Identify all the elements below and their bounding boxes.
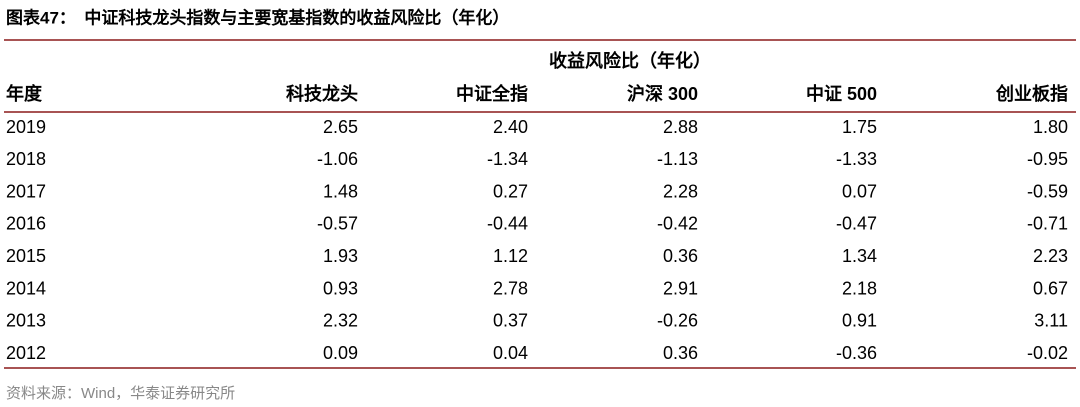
cell: 2.78 — [493, 278, 528, 298]
source: 资料来源：Wind，华泰证券研究所 — [6, 385, 235, 402]
cell: -0.95 — [1027, 149, 1068, 169]
cell: -1.06 — [317, 149, 358, 169]
cell: 1.34 — [842, 246, 877, 266]
cell: 1.12 — [493, 246, 528, 266]
row-label: 2018 — [6, 149, 46, 169]
column-header: 创业板指 — [995, 83, 1068, 104]
cell: 2.28 — [663, 181, 698, 201]
cell: 2.32 — [323, 311, 358, 331]
row-label: 2012 — [6, 343, 46, 363]
cell: -0.36 — [836, 343, 877, 363]
cell: 2.18 — [842, 278, 877, 298]
cell: 2.65 — [323, 117, 358, 137]
cell: -0.44 — [487, 214, 528, 234]
row-label: 2013 — [6, 311, 46, 331]
title: 图表47： 中证科技龙头指数与主要宽基指数的收益风险比（年化） — [6, 7, 509, 27]
column-header: 中证全指 — [456, 83, 528, 104]
cell: 0.36 — [663, 343, 698, 363]
cell: 0.09 — [323, 343, 358, 363]
cell: 0.93 — [323, 278, 358, 298]
column-header: 年度 — [6, 83, 43, 104]
cell: 1.48 — [323, 181, 358, 201]
cell: -0.57 — [317, 214, 358, 234]
cell: 2.40 — [493, 117, 528, 137]
cell: 0.27 — [493, 181, 528, 201]
cell: -0.42 — [657, 214, 698, 234]
cell: 1.75 — [842, 117, 877, 137]
cell: 0.91 — [842, 311, 877, 331]
cell: 0.04 — [493, 343, 528, 363]
row-label: 2016 — [6, 214, 46, 234]
cell: 1.93 — [323, 246, 358, 266]
cell: 0.37 — [493, 311, 528, 331]
group-header: 收益风险比（年化） — [549, 50, 711, 71]
cell: -0.02 — [1027, 343, 1068, 363]
cell: -0.71 — [1027, 214, 1068, 234]
cell: 2.23 — [1033, 246, 1068, 266]
cell: -1.34 — [487, 149, 528, 169]
cell: 2.88 — [663, 117, 698, 137]
cell: 0.07 — [842, 181, 877, 201]
cell: 3.11 — [1034, 311, 1068, 331]
row-label: 2017 — [6, 181, 46, 201]
row-label: 2014 — [6, 278, 46, 298]
column-header: 中证 500 — [806, 83, 877, 104]
cell: -0.47 — [836, 214, 877, 234]
cell: 0.36 — [663, 246, 698, 266]
cell: 1.80 — [1033, 117, 1068, 137]
row-label: 2019 — [6, 117, 46, 137]
row-label: 2015 — [6, 246, 46, 266]
cell: 0.67 — [1033, 278, 1068, 298]
column-header: 沪深 300 — [627, 83, 698, 104]
cell: 2.91 — [663, 278, 698, 298]
cell: -0.59 — [1027, 181, 1068, 201]
column-header: 科技龙头 — [286, 83, 358, 104]
cell: -1.13 — [657, 149, 698, 169]
cell: -1.33 — [836, 149, 877, 169]
cell: -0.26 — [657, 311, 698, 331]
